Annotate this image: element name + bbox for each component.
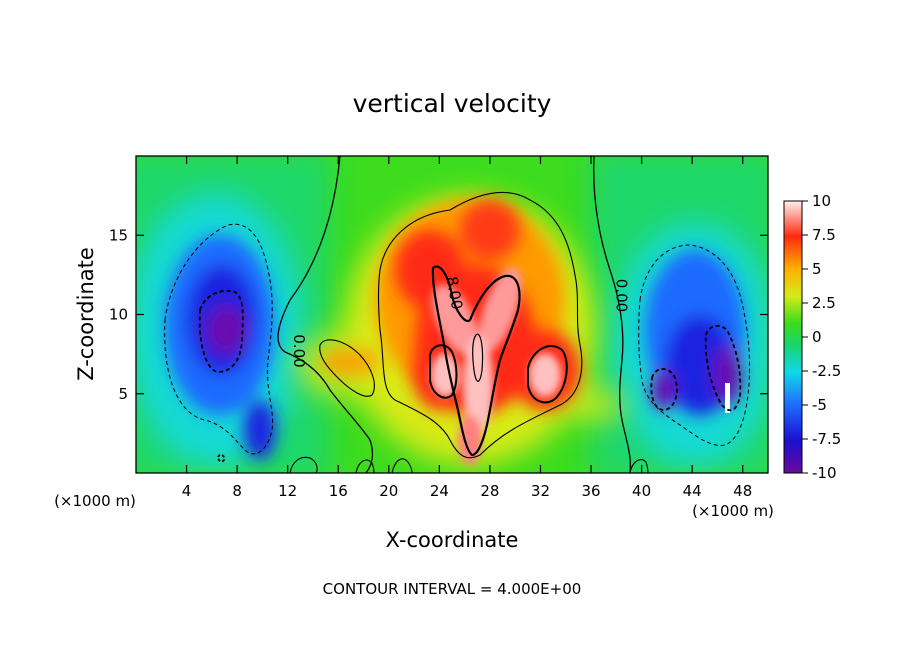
colorbar-tick-label: 0 <box>812 328 822 346</box>
x-unit-left: (×1000 m) <box>54 492 136 510</box>
contour-0-bottom-d <box>629 459 649 473</box>
x-axis-label: X-coordinate <box>386 528 519 552</box>
contour-zero-updraft-outline <box>377 192 583 459</box>
colorbar-tick-label: -7.5 <box>812 430 841 448</box>
x-tick-label: 12 <box>278 482 297 500</box>
colorbar-tick-label: 7.5 <box>812 226 836 244</box>
contour-8-left-lobe <box>428 344 458 399</box>
colorbar-tick-label: 10 <box>812 192 831 210</box>
contour-label: 0.00 <box>612 279 630 312</box>
contour-labels: 8.00 0.00 0.00 <box>290 275 630 368</box>
plot-area: 8.00 0.00 0.00 <box>136 156 768 473</box>
contour-0-bottom-c <box>355 459 375 473</box>
contour-label: 0.00 <box>290 334 308 367</box>
field-white-streak <box>725 383 730 413</box>
contour-zero-right <box>593 156 632 473</box>
x-tick-label: 24 <box>430 482 449 500</box>
y-tick-label: 15 <box>109 226 128 244</box>
colorbar-tick-label: -2.5 <box>812 362 841 380</box>
y-axis-label: Z-coordinate <box>74 247 98 381</box>
colorbar-gradient <box>783 200 803 474</box>
x-tick-label: 28 <box>480 482 499 500</box>
y-tick-label: 10 <box>109 306 128 324</box>
chart-title: vertical velocity <box>353 89 552 118</box>
contour-0-bottom-a <box>289 456 318 473</box>
colorbar-tick-label: -10 <box>812 464 837 482</box>
colorbar-tick-label: 2.5 <box>812 294 836 312</box>
contour-neg8-left-small <box>217 453 226 463</box>
contour-0-small-left <box>319 339 375 397</box>
field-downdraft-areas <box>165 235 745 460</box>
y-tick-label: 5 <box>118 385 128 403</box>
contour-interval-note: CONTOUR INTERVAL = 4.000E+00 <box>323 580 582 598</box>
colorbar: 10 7.5 5 2.5 0 -2.5 -5 -7.5 -10 <box>783 192 841 482</box>
colorbar-tick-label: -5 <box>812 396 827 414</box>
x-tick-label: 20 <box>379 482 398 500</box>
x-unit-right: (×1000 m) <box>692 502 774 520</box>
contour-label: 8.00 <box>443 275 467 311</box>
contour-8-updraft-core <box>431 265 521 457</box>
x-tick-label: 8 <box>232 482 242 500</box>
contour-neg8-right-b <box>650 368 678 411</box>
contour-neg8-left <box>198 290 244 373</box>
contour-lines <box>164 156 751 473</box>
contour-0-bottom-b <box>391 458 413 473</box>
contour-neg8-right-a <box>704 325 742 412</box>
colorbar-tick-label: 5 <box>812 260 822 278</box>
contour-neg4-left <box>164 223 274 455</box>
x-tick-label: 44 <box>683 482 702 500</box>
x-tick-label: 48 <box>733 482 752 500</box>
y-axis: 5 10 15 <box>109 226 768 403</box>
x-tick-label: 32 <box>531 482 550 500</box>
x-tick-label: 40 <box>632 482 651 500</box>
x-tick-label: 4 <box>182 482 192 500</box>
contour-8-right-lobe <box>527 345 568 404</box>
x-tick-label: 16 <box>329 482 348 500</box>
colorbar-ticks: 10 7.5 5 2.5 0 -2.5 -5 -7.5 -10 <box>802 192 841 482</box>
x-tick-label: 36 <box>581 482 600 500</box>
contour-16-core <box>472 333 484 382</box>
contour-zero-left <box>277 156 374 473</box>
x-axis: 4 8 12 16 20 24 28 32 36 40 44 48 <box>182 156 752 500</box>
